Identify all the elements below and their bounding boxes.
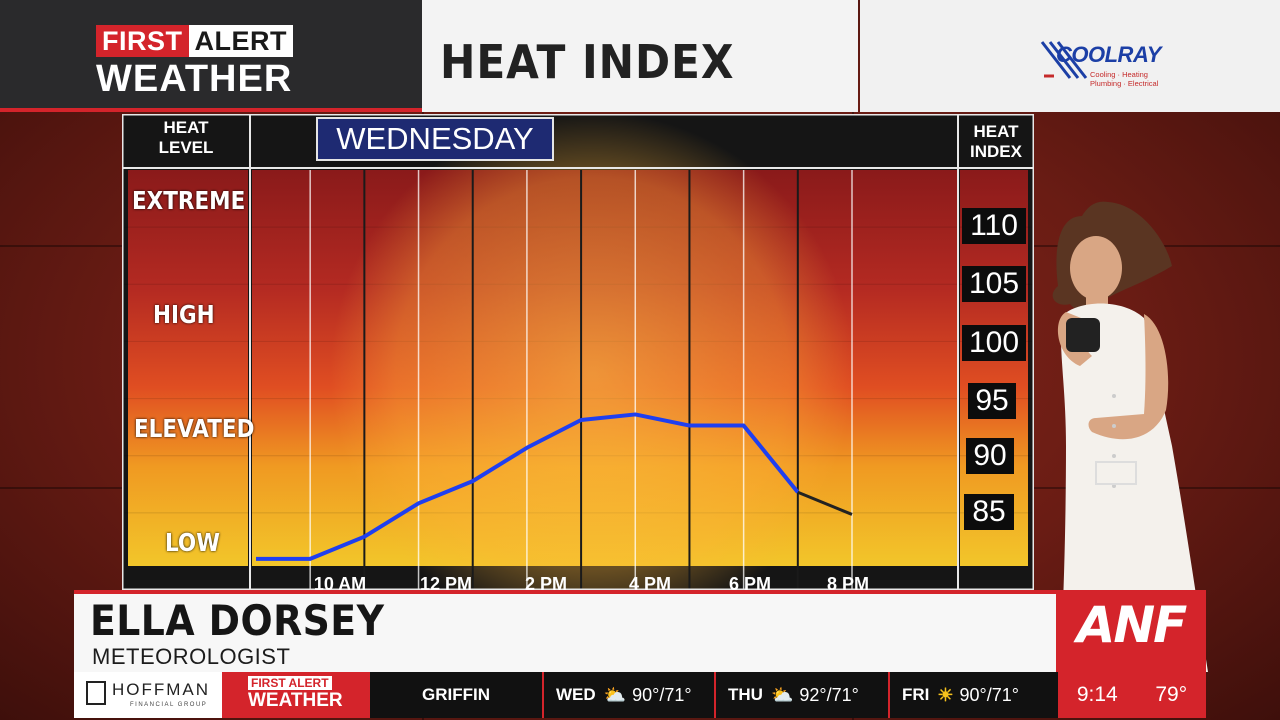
- heat-index-header: HEAT INDEX: [960, 122, 1032, 162]
- index-tick-105: 105: [962, 266, 1026, 302]
- time-label: 4 PM: [628, 574, 671, 594]
- first-alert-weather-logo: FIRST ALERT WEATHER: [0, 0, 422, 112]
- level-label-low: LOW: [165, 528, 220, 557]
- ticker-day-fri: FRI ☀ 90°/71°: [888, 672, 1058, 718]
- ticker-brand-bottom: WEATHER: [248, 690, 343, 711]
- time-gridlines: [309, 170, 853, 590]
- time-label: 8 PM: [826, 574, 869, 594]
- day-label: WEDNESDAY: [316, 117, 554, 161]
- station-logo-text: ANF: [1076, 596, 1188, 654]
- level-label-elevated: ELEVATED: [134, 414, 255, 443]
- ticker-current-temp: 79°: [1155, 683, 1188, 706]
- index-tick-95: 95: [968, 383, 1016, 419]
- ticker-time-temp: 9:14 79°: [1058, 672, 1206, 718]
- index-tick-85: 85: [964, 494, 1014, 530]
- heat-index-header-line1: HEAT: [973, 122, 1019, 141]
- level-column-bg: [128, 170, 248, 566]
- time-label: 12 PM: [419, 574, 473, 594]
- level-label-extreme: EXTREME: [132, 186, 246, 215]
- page-title: HEAT INDEX: [440, 35, 735, 89]
- title-panel: HEAT INDEX: [422, 0, 858, 112]
- ticker-day-temps: 90°/71°: [632, 684, 692, 705]
- ticker-brand-top: FIRST ALERT: [248, 676, 332, 690]
- sun-icon: ☀: [937, 684, 954, 705]
- heat-level-header-line1: HEAT: [163, 118, 209, 137]
- ticker-day-thu: THU ⛅ 92°/71°: [714, 672, 888, 718]
- logo-first: FIRST: [96, 25, 189, 57]
- ticker-sponsor: HOFFMAN FINANCIAL GROUP: [74, 672, 222, 718]
- heat-index-line-tail: [797, 490, 853, 516]
- index-tick-100: 100: [962, 325, 1026, 361]
- coolray-wordmark: COOLRAY: [1056, 42, 1161, 67]
- ticker-sponsor-sub: FINANCIAL GROUP: [130, 702, 208, 708]
- ticker-location: GRIFFIN: [370, 672, 542, 718]
- time-label: 6 PM: [728, 574, 771, 594]
- logo-first-alert: FIRST ALERT: [96, 25, 293, 57]
- ticker-time: 9:14: [1076, 683, 1118, 706]
- ticker-day-temps: 92°/71°: [799, 684, 859, 705]
- ticker-location-label: GRIFFIN: [422, 685, 490, 704]
- heat-level-header-line2: LEVEL: [158, 138, 214, 157]
- ticker-day-label: THU: [728, 685, 763, 704]
- ticker-sponsor-name: HOFFMAN: [112, 680, 211, 699]
- coolray-stripes-icon: [1040, 41, 1088, 79]
- heat-index-chart-svg: [122, 114, 1034, 590]
- partly-cloudy-icon: ⛅: [770, 684, 794, 705]
- index-tick-90: 90: [966, 438, 1014, 474]
- heat-level-header: HEAT LEVEL: [124, 118, 248, 166]
- heat-index-chart: [122, 114, 1034, 590]
- coolray-tagline: Cooling · Heating Plumbing · Electrical: [1090, 70, 1159, 88]
- coolray-logo: COOLRAY Cooling · Heating Plumbing · Ele…: [1040, 38, 1190, 90]
- ticker-day-wed: WED ⛅ 90°/71°: [542, 672, 714, 718]
- heat-index-header-line2: INDEX: [970, 142, 1022, 161]
- heat-index-line: [256, 412, 800, 561]
- logo-weather: WEATHER: [96, 58, 293, 100]
- station-logo: ANF: [1056, 590, 1206, 672]
- ticker-brand: FIRST ALERT WEATHER: [222, 672, 370, 718]
- ticker-day-label: FRI: [902, 685, 930, 704]
- ticker-day-label: WED: [556, 685, 596, 704]
- brand-stripe: [0, 108, 422, 112]
- time-label: 10 AM: [313, 574, 367, 594]
- presenter-title: METEOROLOGIST: [92, 644, 291, 669]
- hoffman-logo-icon: [86, 681, 106, 705]
- index-tick-110: 110: [962, 208, 1026, 244]
- partly-cloudy-icon: ⛅: [603, 684, 627, 705]
- lower-third: ELLA DORSEY METEOROLOGIST: [74, 590, 1056, 672]
- weather-ticker: HOFFMAN FINANCIAL GROUP FIRST ALERT WEAT…: [74, 672, 1206, 718]
- presenter-name: ELLA DORSEY: [90, 596, 385, 645]
- level-label-high: HIGH: [153, 300, 215, 329]
- time-label: 2 PM: [524, 574, 567, 594]
- presenter: [1052, 201, 1208, 672]
- logo-alert: ALERT: [188, 25, 293, 57]
- sun-glow: [330, 114, 854, 590]
- ticker-day-temps: 90°/71°: [959, 684, 1019, 705]
